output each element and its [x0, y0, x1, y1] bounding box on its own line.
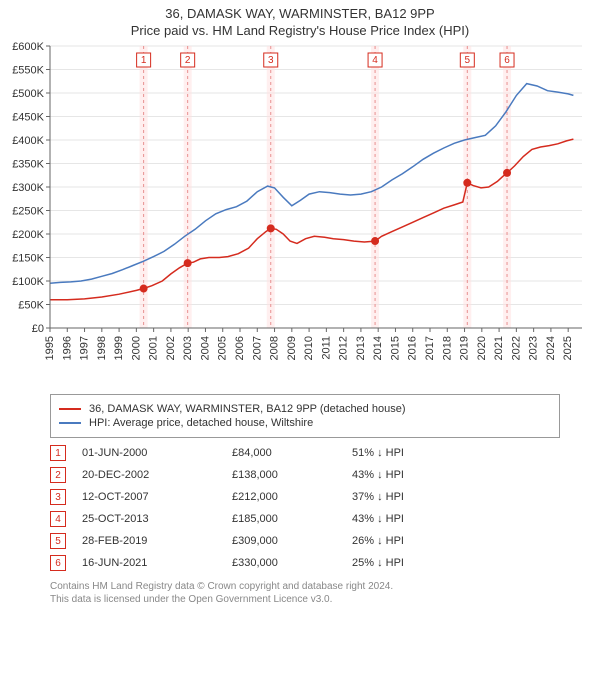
svg-text:£500K: £500K [12, 88, 44, 100]
transaction-marker: 1 [50, 445, 66, 461]
svg-text:4: 4 [372, 55, 378, 66]
svg-text:2007: 2007 [251, 336, 263, 360]
svg-text:1: 1 [141, 55, 147, 66]
table-row: 1 01-JUN-2000£84,00051% ↓ HPI [50, 442, 560, 464]
price-chart: £0 £50K £100K £150K £200K £250K £300K £350K £400… [0, 38, 600, 388]
footnote-line2: This data is licensed under the Open Gov… [50, 593, 560, 606]
transaction-date: 20-DEC-2002 [82, 469, 232, 481]
legend-label: 36, DAMASK WAY, WARMINSTER, BA12 9PP (de… [89, 403, 405, 415]
svg-text:£250K: £250K [12, 206, 44, 218]
transaction-price: £138,000 [232, 469, 352, 481]
transaction-date: 25-OCT-2013 [82, 513, 232, 525]
svg-text:2011: 2011 [320, 336, 332, 360]
svg-text:£600K: £600K [12, 41, 44, 53]
svg-text:2024: 2024 [545, 336, 557, 360]
transaction-marker: 2 [50, 467, 66, 483]
transaction-marker: 5 [50, 533, 66, 549]
svg-text:£400K: £400K [12, 135, 44, 147]
transaction-price: £212,000 [232, 491, 352, 503]
svg-text:2: 2 [185, 55, 191, 66]
svg-text:1995: 1995 [44, 336, 56, 360]
table-row: 2 20-DEC-2002£138,00043% ↓ HPI [50, 464, 560, 486]
transaction-price: £84,000 [232, 447, 352, 459]
table-row: 4 25-OCT-2013£185,00043% ↓ HPI [50, 508, 560, 530]
svg-text:2006: 2006 [234, 336, 246, 360]
svg-text:£450K: £450K [12, 112, 44, 124]
transaction-marker: 6 [50, 555, 66, 571]
transaction-marker: 3 [50, 489, 66, 505]
svg-text:2000: 2000 [130, 336, 142, 360]
transaction-hpi: 43% ↓ HPI [352, 513, 404, 525]
svg-text:2004: 2004 [199, 336, 211, 360]
legend-swatch [59, 422, 81, 424]
svg-text:1997: 1997 [79, 336, 91, 360]
transaction-hpi: 43% ↓ HPI [352, 469, 404, 481]
legend-label: HPI: Average price, detached house, Wilt… [89, 417, 313, 429]
svg-text:2020: 2020 [476, 336, 488, 360]
svg-text:2017: 2017 [424, 336, 436, 360]
svg-text:1999: 1999 [113, 336, 125, 360]
table-row: 3 12-OCT-2007£212,00037% ↓ HPI [50, 486, 560, 508]
svg-text:2021: 2021 [493, 336, 505, 360]
footnote: Contains HM Land Registry data © Crown c… [50, 580, 560, 606]
transaction-hpi: 37% ↓ HPI [352, 491, 404, 503]
svg-text:2001: 2001 [148, 336, 160, 360]
container: 36, DAMASK WAY, WARMINSTER, BA12 9PP Pri… [0, 0, 600, 606]
svg-text:£200K: £200K [12, 229, 44, 241]
svg-text:2008: 2008 [269, 336, 281, 360]
chart-title-desc: Price paid vs. HM Land Registry's House … [0, 23, 600, 38]
svg-text:£350K: £350K [12, 159, 44, 171]
svg-text:1996: 1996 [61, 336, 73, 360]
chart-titles: 36, DAMASK WAY, WARMINSTER, BA12 9PP Pri… [0, 0, 600, 38]
svg-text:£150K: £150K [12, 253, 44, 265]
svg-text:2015: 2015 [389, 336, 401, 360]
legend: 36, DAMASK WAY, WARMINSTER, BA12 9PP (de… [50, 394, 560, 438]
transaction-date: 01-JUN-2000 [82, 447, 232, 459]
svg-text:2003: 2003 [182, 336, 194, 360]
svg-text:£0: £0 [32, 323, 44, 335]
svg-text:2025: 2025 [562, 336, 574, 360]
svg-text:£300K: £300K [12, 182, 44, 194]
transaction-table: 1 01-JUN-2000£84,00051% ↓ HPI 2 20-DEC-2002… [50, 442, 560, 574]
svg-text:2012: 2012 [338, 336, 350, 360]
svg-text:6: 6 [504, 55, 510, 66]
transaction-hpi: 25% ↓ HPI [352, 557, 404, 569]
transaction-date: 28-FEB-2019 [82, 535, 232, 547]
svg-text:£550K: £550K [12, 65, 44, 77]
svg-text:2023: 2023 [528, 336, 540, 360]
table-row: 6 16-JUN-2021£330,00025% ↓ HPI [50, 552, 560, 574]
svg-text:2009: 2009 [286, 336, 298, 360]
legend-row: HPI: Average price, detached house, Wilt… [59, 417, 551, 429]
transaction-date: 16-JUN-2021 [82, 557, 232, 569]
svg-text:2022: 2022 [510, 336, 522, 360]
svg-text:3: 3 [268, 55, 274, 66]
svg-text:2016: 2016 [407, 336, 419, 360]
table-row: 5 28-FEB-2019£309,00026% ↓ HPI [50, 530, 560, 552]
svg-text:5: 5 [465, 55, 471, 66]
svg-text:2014: 2014 [372, 336, 384, 360]
svg-text:2010: 2010 [303, 336, 315, 360]
svg-text:2019: 2019 [459, 336, 471, 360]
svg-text:2013: 2013 [355, 336, 367, 360]
svg-text:2005: 2005 [217, 336, 229, 360]
legend-swatch [59, 408, 81, 410]
svg-text:2018: 2018 [441, 336, 453, 360]
transaction-marker: 4 [50, 511, 66, 527]
svg-text:£50K: £50K [18, 300, 44, 312]
chart-title-address: 36, DAMASK WAY, WARMINSTER, BA12 9PP [0, 6, 600, 21]
transaction-hpi: 26% ↓ HPI [352, 535, 404, 547]
transaction-price: £330,000 [232, 557, 352, 569]
svg-text:1998: 1998 [96, 336, 108, 360]
svg-text:2002: 2002 [165, 336, 177, 360]
transaction-price: £185,000 [232, 513, 352, 525]
transaction-date: 12-OCT-2007 [82, 491, 232, 503]
svg-text:£100K: £100K [12, 276, 44, 288]
legend-row: 36, DAMASK WAY, WARMINSTER, BA12 9PP (de… [59, 403, 551, 415]
transaction-hpi: 51% ↓ HPI [352, 447, 404, 459]
transaction-price: £309,000 [232, 535, 352, 547]
footnote-line1: Contains HM Land Registry data © Crown c… [50, 580, 560, 593]
